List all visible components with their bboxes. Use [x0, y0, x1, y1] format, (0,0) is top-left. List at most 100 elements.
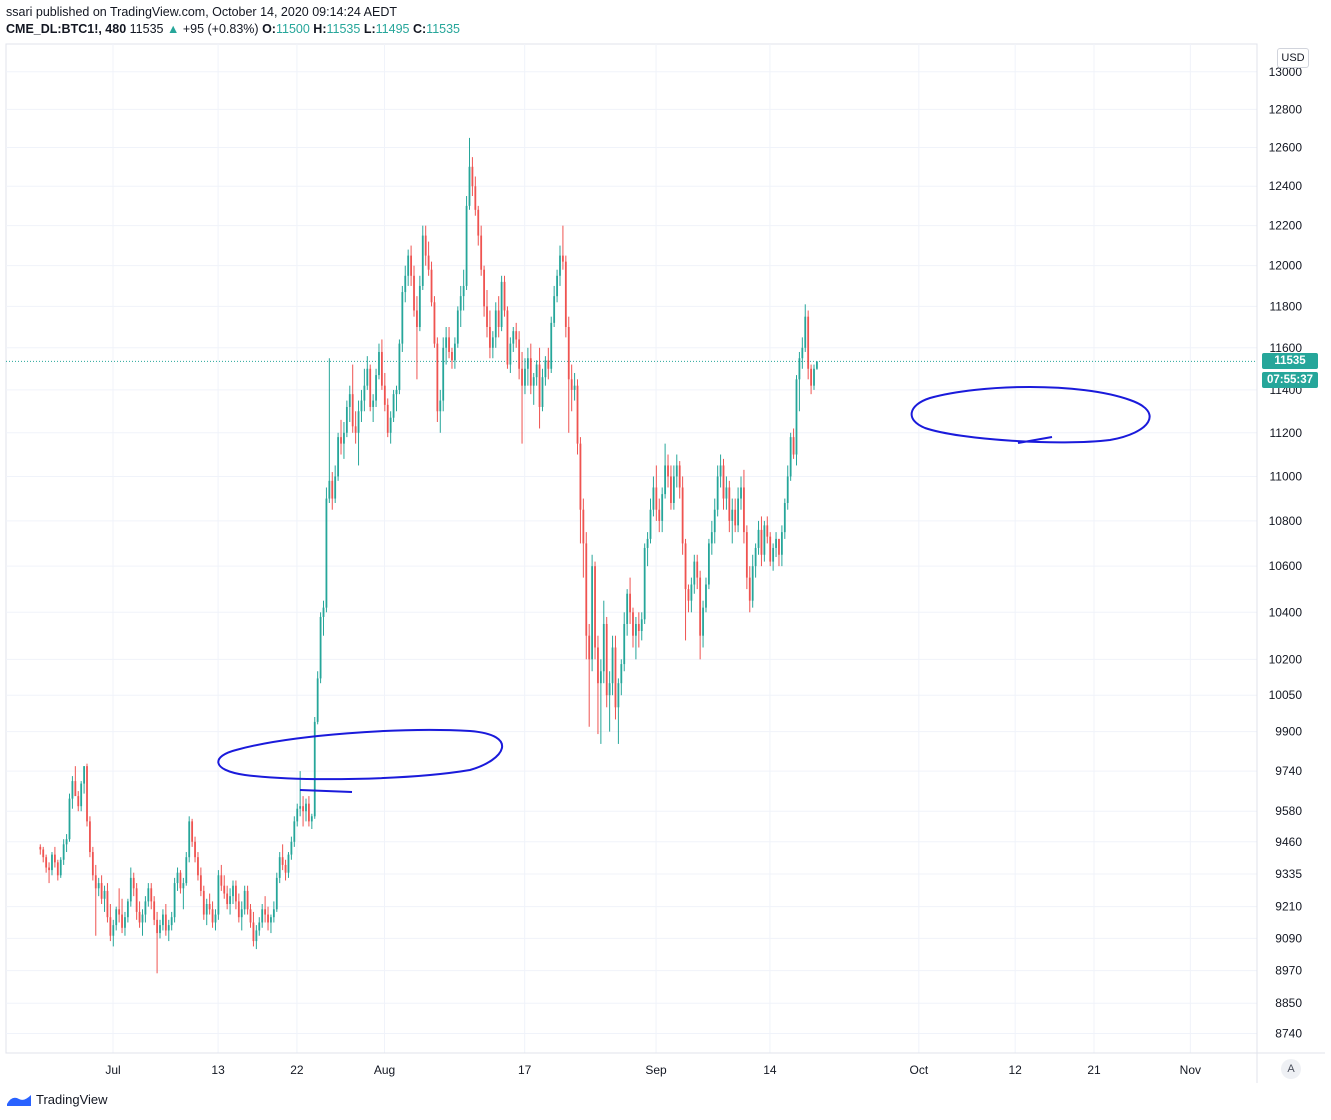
- candle-body: [655, 487, 658, 510]
- y-tick-label: 11200: [1270, 426, 1303, 440]
- currency-button[interactable]: USD: [1277, 48, 1309, 68]
- x-tick-label: Sep: [645, 1063, 667, 1077]
- candle-body: [769, 536, 772, 562]
- plot-frame: [5, 43, 1258, 1054]
- candle-body: [731, 509, 734, 521]
- auto-scale-button[interactable]: A: [1281, 1059, 1301, 1079]
- x-tick-label: 14: [763, 1063, 777, 1077]
- x-tick-label: 13: [211, 1063, 225, 1077]
- candle-body: [453, 343, 456, 361]
- annotations: [217, 386, 1151, 793]
- candle-body: [380, 351, 383, 386]
- candle-body: [649, 509, 652, 539]
- candle-body: [258, 922, 261, 931]
- symbol-name[interactable]: CME_DL:BTC1!, 480: [6, 22, 127, 36]
- candle-body: [635, 623, 637, 636]
- y-tick-label: 9090: [1275, 931, 1302, 945]
- candle-body: [532, 377, 535, 386]
- candle-body: [436, 343, 439, 412]
- candle-body: [427, 255, 430, 270]
- candle-body: [270, 917, 272, 923]
- candle-body: [801, 347, 804, 359]
- candle-body: [424, 235, 427, 256]
- candle-body: [348, 394, 351, 407]
- annotation-stroke-july: [299, 789, 353, 793]
- candle-body: [147, 888, 150, 902]
- candle-body: [737, 498, 740, 526]
- candle-body: [480, 235, 483, 270]
- candle-body: [313, 721, 316, 817]
- candle-body: [632, 612, 634, 636]
- up-arrow-icon: ▲: [166, 22, 180, 36]
- candle-body: [340, 437, 342, 444]
- candle-body: [462, 285, 465, 297]
- candle-body: [275, 877, 278, 910]
- y-tick-label: 12200: [1269, 219, 1303, 233]
- countdown-tag: 07:55:37: [1262, 372, 1318, 389]
- candle-body: [246, 890, 249, 910]
- candle-body: [690, 584, 693, 601]
- high-value: 11535: [326, 22, 361, 36]
- candle-body: [646, 538, 649, 548]
- candle-body: [141, 914, 144, 923]
- candle-body: [208, 904, 211, 910]
- candle-body: [316, 678, 319, 722]
- candle-body: [121, 914, 123, 928]
- price-change: +95 (+0.83%): [182, 22, 259, 36]
- candle-body: [451, 351, 453, 361]
- candle-body: [602, 623, 605, 672]
- candle-body: [164, 914, 167, 931]
- candle-body: [792, 437, 795, 455]
- candle-body: [407, 255, 410, 276]
- candle-body: [594, 566, 596, 648]
- candle-body: [138, 911, 141, 923]
- candle-body: [597, 647, 599, 684]
- candle-body: [675, 465, 678, 477]
- candle-body: [59, 859, 62, 876]
- candle-body: [135, 888, 138, 912]
- candle-body: [804, 316, 807, 348]
- candle-body: [763, 525, 766, 555]
- y-tick-label: 11800: [1270, 299, 1303, 313]
- candle-body: [550, 322, 553, 369]
- candle-body: [559, 255, 561, 276]
- candle-body: [386, 404, 389, 433]
- high-label: H:: [313, 22, 327, 36]
- y-tick-label: 8970: [1275, 964, 1302, 978]
- candle-body: [331, 480, 334, 499]
- candle-body: [506, 310, 509, 365]
- candle-body: [100, 883, 103, 899]
- candle-body: [471, 166, 474, 187]
- publisher-line: ssari published on TradingView.com, Octo…: [6, 5, 397, 19]
- candle-body: [237, 901, 240, 918]
- candle-body: [772, 547, 775, 562]
- candle-body: [226, 893, 229, 905]
- candle-body: [734, 509, 737, 526]
- candle-body: [588, 635, 591, 660]
- y-tick-label: 9580: [1275, 804, 1302, 818]
- footer-brand[interactable]: TradingView: [6, 1092, 108, 1107]
- candle-body: [433, 302, 436, 344]
- candle-body: [617, 683, 620, 708]
- candle-body: [249, 909, 252, 923]
- open-value: 11500: [275, 22, 310, 36]
- candle-body: [573, 385, 576, 390]
- candle-body: [170, 917, 173, 926]
- candle-body: [743, 487, 745, 533]
- y-tick-label: 10400: [1269, 605, 1303, 619]
- candle-body: [97, 883, 100, 889]
- candle-body: [813, 368, 815, 386]
- candle-body: [89, 821, 91, 853]
- candle-body: [494, 310, 497, 338]
- candle-body: [91, 852, 94, 876]
- candle-body: [681, 487, 684, 544]
- candle-body: [728, 487, 731, 521]
- candle-body: [45, 857, 48, 868]
- candle-body: [77, 796, 80, 807]
- candle-body: [705, 584, 707, 608]
- candle-body: [707, 543, 710, 585]
- candle-body: [780, 532, 783, 555]
- candle-body: [205, 904, 208, 915]
- candle-body: [684, 543, 687, 590]
